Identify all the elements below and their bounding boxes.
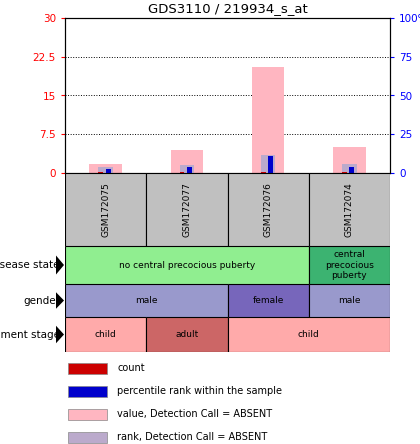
Bar: [309, 246, 390, 284]
Title: GDS3110 / 219934_s_at: GDS3110 / 219934_s_at: [147, 3, 307, 16]
Text: disease state: disease state: [0, 260, 60, 270]
Bar: [268, 156, 273, 173]
Bar: [261, 172, 266, 173]
Bar: [65, 317, 146, 352]
Bar: [333, 147, 366, 173]
Bar: [68, 363, 107, 373]
Bar: [309, 284, 390, 317]
Bar: [261, 155, 276, 173]
Bar: [171, 150, 203, 173]
Bar: [228, 284, 309, 317]
Bar: [309, 173, 390, 246]
Text: gender: gender: [23, 296, 60, 305]
Text: female: female: [252, 296, 284, 305]
Text: percentile rank within the sample: percentile rank within the sample: [117, 386, 282, 396]
Text: male: male: [135, 296, 158, 305]
Bar: [89, 164, 122, 173]
Bar: [228, 317, 390, 352]
Bar: [252, 67, 284, 173]
Bar: [309, 246, 390, 284]
Bar: [228, 317, 390, 352]
Text: male: male: [338, 296, 361, 305]
Text: value, Detection Call = ABSENT: value, Detection Call = ABSENT: [117, 409, 272, 419]
Bar: [68, 385, 107, 396]
Bar: [342, 172, 347, 173]
Bar: [68, 408, 107, 420]
Bar: [228, 284, 309, 317]
Bar: [65, 317, 146, 352]
Bar: [228, 173, 309, 246]
Text: adult: adult: [175, 330, 199, 339]
Bar: [146, 173, 228, 246]
Text: central
precocious
puberty: central precocious puberty: [325, 250, 374, 280]
Bar: [98, 167, 113, 173]
Text: count: count: [117, 363, 144, 373]
Bar: [146, 317, 228, 352]
Bar: [65, 284, 228, 317]
Bar: [98, 172, 103, 173]
Bar: [68, 432, 107, 443]
Text: child: child: [298, 330, 320, 339]
Text: GSM172075: GSM172075: [101, 182, 110, 237]
Text: GSM172076: GSM172076: [264, 182, 273, 237]
Bar: [146, 317, 228, 352]
Bar: [65, 173, 146, 246]
Bar: [187, 167, 192, 173]
Text: rank, Detection Call = ABSENT: rank, Detection Call = ABSENT: [117, 432, 267, 442]
Bar: [309, 284, 390, 317]
Text: child: child: [95, 330, 116, 339]
Text: GSM172074: GSM172074: [345, 182, 354, 237]
Bar: [349, 167, 354, 173]
Bar: [180, 165, 194, 173]
Text: no central precocious puberty: no central precocious puberty: [119, 261, 255, 270]
Bar: [65, 246, 309, 284]
Text: GSM172077: GSM172077: [182, 182, 192, 237]
Bar: [105, 169, 110, 173]
Bar: [180, 172, 184, 173]
Text: development stage: development stage: [0, 329, 60, 340]
Bar: [65, 246, 309, 284]
Bar: [342, 164, 357, 173]
Bar: [65, 284, 228, 317]
